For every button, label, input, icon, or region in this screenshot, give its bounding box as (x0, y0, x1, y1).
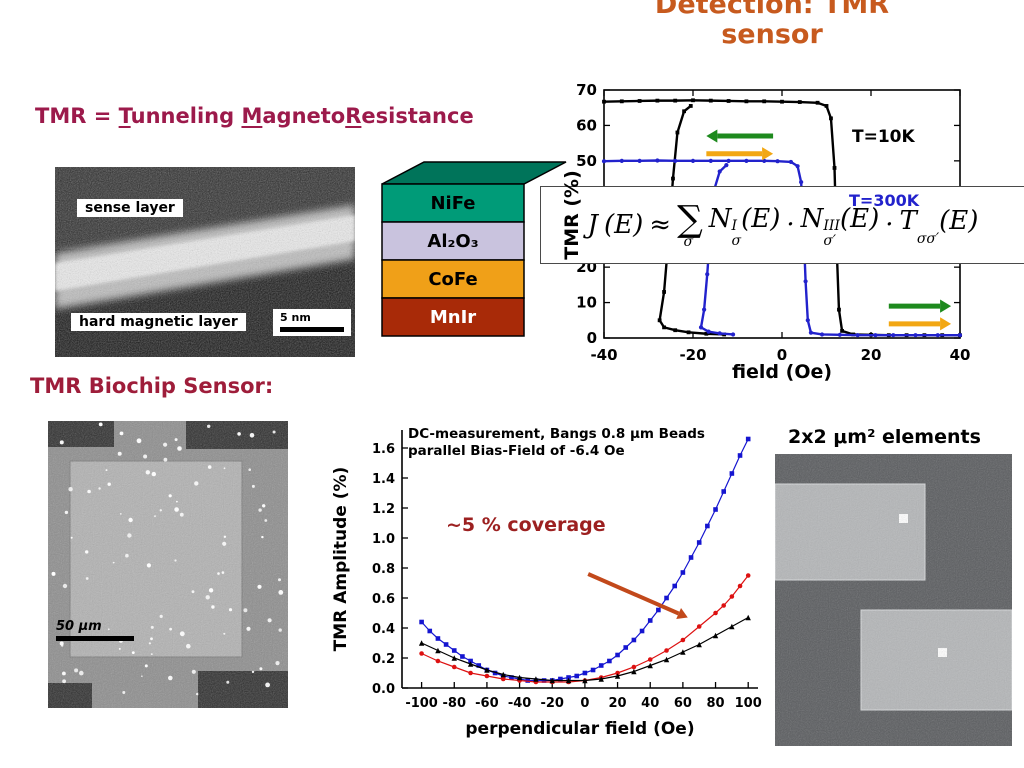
sense-layer-label: sense layer (77, 199, 183, 217)
svg-text:20: 20 (609, 696, 627, 711)
formula-lhs-arg: (E) (603, 210, 644, 240)
layer-stack-diagram: NiFe Al₂O₃ CoFe MnIr (372, 158, 582, 343)
beads-chart: -100 -80 -60 -40 -20 0 20 40 60 80 100 0.0 0.2 0.4 0.6… (330, 418, 772, 744)
svg-text:-60: -60 (475, 696, 499, 711)
tmr-prefix: TMR = (35, 104, 119, 128)
t300k-label: T=300K (849, 191, 920, 210)
svg-text:40: 40 (950, 346, 971, 364)
elements-size-label: 2x2 μm² elements (788, 426, 981, 448)
svg-text:0.8: 0.8 (372, 562, 395, 577)
slide-title: Detection: TMR sensor (592, 0, 952, 50)
layer-mnir-label: MnIr (430, 307, 476, 328)
svg-text:50: 50 (576, 152, 597, 170)
svg-text:0: 0 (587, 329, 597, 347)
magneto-initial: M (241, 104, 263, 128)
beads-chart-title-line2: parallel Bias-Field of -6.4 Oe (408, 442, 625, 459)
layer-nife-label: NiFe (430, 193, 475, 214)
svg-text:20: 20 (861, 346, 882, 364)
formula-dot2: · (885, 210, 894, 240)
beads-chart-title: DC-measurement, Bangs 0.8 μm Beads paral… (408, 426, 738, 460)
formula-approx: ≈ (649, 210, 672, 240)
formula-dot1: · (786, 210, 795, 240)
svg-text:TMR Amplitude (%): TMR Amplitude (%) (331, 467, 351, 652)
tmr-field-chart-ylabel: TMR (%) (561, 170, 583, 260)
svg-text:100: 100 (735, 696, 762, 711)
svg-text:-100: -100 (405, 696, 438, 711)
resistance-initial: R (345, 104, 362, 128)
svg-text:0: 0 (580, 696, 589, 711)
svg-text:1.4: 1.4 (372, 472, 395, 487)
svg-text:0.2: 0.2 (372, 652, 395, 667)
svg-text:-80: -80 (443, 696, 467, 711)
scale-bar-5nm-text: 5 nm (280, 311, 311, 324)
svg-text:perpendicular field (Oe): perpendicular field (Oe) (465, 719, 694, 739)
scale-bar-5nm: 5 nm (273, 309, 351, 336)
svg-text:80: 80 (706, 696, 724, 711)
svg-text:1.2: 1.2 (372, 502, 395, 517)
svg-text:40: 40 (641, 696, 659, 711)
svg-text:0.0: 0.0 (372, 682, 395, 697)
sum-symbol: ∑ σ′ (677, 198, 703, 250)
svg-text:60: 60 (674, 696, 692, 711)
svg-text:0: 0 (777, 346, 787, 364)
svg-text:0.4: 0.4 (372, 622, 395, 637)
svg-text:70: 70 (576, 81, 597, 99)
layer-al2o3 (381, 221, 525, 261)
svg-text:0.6: 0.6 (372, 592, 395, 607)
elements-sem-image (775, 454, 1012, 746)
svg-text:-20: -20 (540, 696, 564, 711)
layer-mnir (381, 297, 525, 337)
slide-title-line1: Detection: TMR (654, 0, 890, 20)
beads-chart-svg: -100 -80 -60 -40 -20 0 20 40 60 80 100 0.0 0.2 0.4 0.6… (331, 430, 762, 739)
bead-dots (51, 422, 284, 696)
scale-bar-50um: 50 μm (56, 619, 134, 641)
formula-term2: N III σ′ (E) (800, 203, 880, 249)
stack-top-face (381, 161, 567, 185)
slide-title-line2: sensor (721, 19, 823, 50)
svg-text:1.6: 1.6 (372, 442, 395, 457)
svg-text:10: 10 (576, 294, 597, 312)
layer-al2o3-label: Al₂O₃ (427, 231, 478, 252)
layer-stack-svg: NiFe Al₂O₃ CoFe MnIr (381, 161, 567, 337)
layer-cofe-label: CoFe (428, 269, 477, 290)
elements-sem-figure (775, 454, 1012, 746)
biochip-sem-figure: 50 μm (48, 421, 288, 708)
hard-magnetic-layer-label: hard magnetic layer (71, 313, 246, 331)
biochip-sem-image (48, 421, 288, 708)
tunneling-initial: T (118, 104, 131, 128)
scale-bar-50um-bar (56, 636, 134, 641)
biochip-heading: TMR Biochip Sensor: (30, 374, 274, 398)
svg-text:1.0: 1.0 (372, 532, 395, 547)
t10k-label: T=10K (852, 127, 915, 147)
svg-text:-40: -40 (590, 346, 617, 364)
svg-text:field (Oe): field (Oe) (732, 361, 832, 383)
layer-cofe (381, 259, 525, 299)
svg-text:-40: -40 (508, 696, 532, 711)
resistance-rest: esistance (361, 104, 474, 128)
magneto-rest: agneto (262, 104, 346, 128)
tmr-definition-heading: TMR = Tunneling MagnetoResistance (35, 104, 474, 128)
scale-bar-50um-text: 50 μm (56, 619, 102, 634)
svg-text:-20: -20 (679, 346, 706, 364)
formula-lhs: J (587, 210, 598, 240)
scale-bar-5nm-bar (280, 327, 344, 332)
tunneling-rest: unneling (130, 104, 242, 128)
tem-cross-section-figure: sense layer hard magnetic layer 5 nm (55, 167, 355, 357)
svg-text:60: 60 (576, 116, 597, 134)
beads-chart-title-line1: DC-measurement, Bangs 0.8 μm Beads (408, 426, 705, 442)
layer-nife (381, 183, 525, 223)
coverage-annotation: ~5 % coverage (446, 514, 606, 536)
